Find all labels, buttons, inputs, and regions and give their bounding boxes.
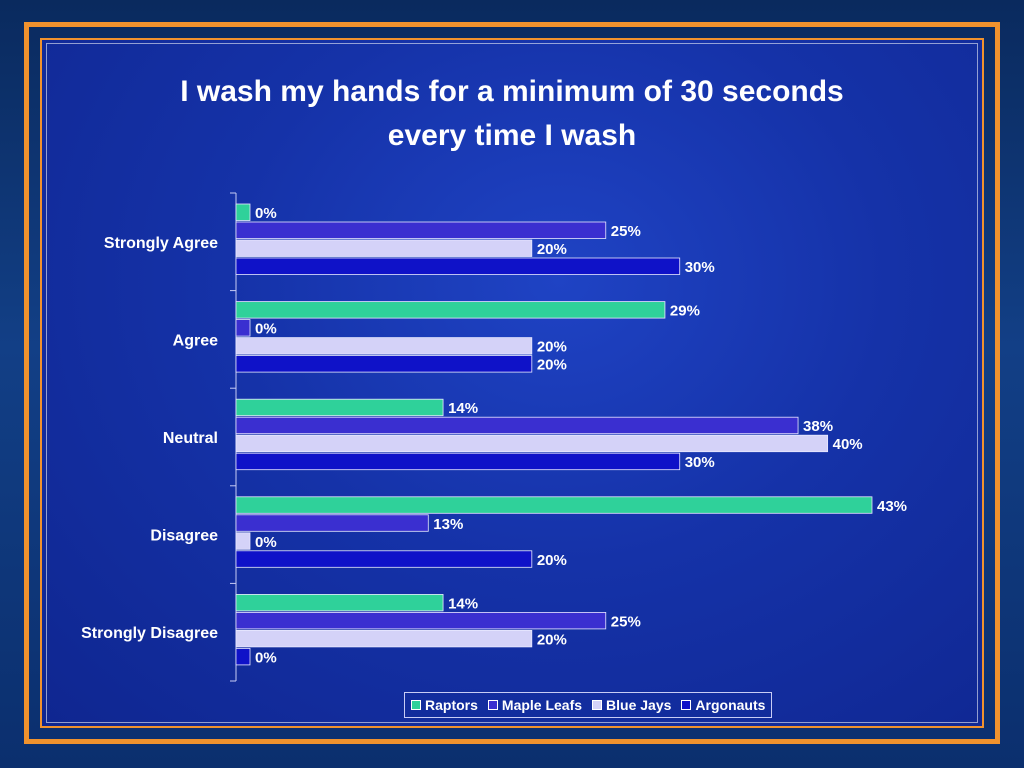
bar-argonauts	[235, 355, 533, 373]
bar-raptors	[235, 301, 666, 319]
bar-argonauts	[235, 550, 533, 568]
legend-item-raptors: Raptors	[411, 697, 478, 713]
legend-swatch	[487, 700, 498, 710]
bar-raptors	[235, 398, 444, 417]
data-label: 20%	[537, 357, 567, 374]
legend-label: Maple Leafs	[501, 697, 583, 713]
category-label: Strongly Agree	[104, 235, 218, 252]
bar-blue-jays	[235, 337, 533, 355]
bar-argonauts	[235, 452, 681, 471]
legend-label: Argonauts	[695, 697, 766, 713]
data-label: 40%	[833, 436, 863, 453]
category-label: Agree	[173, 332, 218, 349]
chart-title: I wash my hands for a minimum of 30 seco…	[100, 70, 924, 158]
data-label: 0%	[255, 205, 277, 222]
category-label: Neutral	[163, 430, 218, 447]
bar-raptors	[235, 496, 873, 514]
bar-blue-jays	[235, 630, 533, 648]
chart-legend: Raptors Maple Leafs Blue Jays Argonauts	[404, 692, 773, 718]
data-label: 43%	[877, 498, 907, 515]
chart-title-line-1: I wash my hands for a minimum of 30 seco…	[180, 75, 844, 108]
data-label: 13%	[433, 516, 463, 533]
legend-label: Raptors	[425, 697, 478, 713]
data-label: 30%	[685, 454, 715, 471]
data-label: 14%	[448, 400, 478, 417]
legend-item-argonauts: Argonauts	[681, 697, 765, 713]
bar-blue-jays	[235, 239, 533, 257]
bar-argonauts	[235, 648, 251, 666]
bar-maple-leafs	[235, 416, 799, 435]
bar-argonauts	[235, 257, 681, 275]
category-label: Disagree	[150, 528, 218, 545]
legend-swatch	[411, 700, 421, 710]
legend-item-blue-jays: Blue Jays	[592, 697, 671, 713]
data-label: 20%	[537, 552, 567, 569]
legend-label: Blue Jays	[606, 697, 672, 713]
data-label: 20%	[537, 241, 567, 258]
data-label: 0%	[255, 534, 277, 551]
legend-swatch	[681, 700, 692, 710]
bar-blue-jays	[235, 532, 251, 550]
slide-inner-border	[46, 43, 978, 723]
data-label: 25%	[611, 613, 641, 630]
data-label: 38%	[803, 418, 833, 435]
bar-maple-leafs	[235, 221, 607, 239]
slide-outer-frame	[24, 22, 1000, 744]
data-label: 30%	[685, 259, 715, 276]
data-label: 29%	[670, 303, 700, 320]
data-label: 14%	[448, 595, 478, 612]
data-label: 0%	[255, 649, 277, 666]
data-label: 20%	[537, 631, 567, 648]
bar-maple-leafs	[235, 319, 251, 337]
bar-maple-leafs	[235, 612, 607, 630]
category-label: Strongly Disagree	[81, 625, 218, 642]
chart-title-line-2: every time I wash	[387, 119, 637, 152]
legend-swatch	[592, 700, 603, 710]
bar-blue-jays	[235, 434, 829, 453]
legend-item-maple-leafs: Maple Leafs	[487, 697, 583, 713]
data-label: 20%	[537, 339, 567, 356]
data-label: 0%	[255, 321, 277, 338]
data-label: 25%	[611, 223, 641, 240]
bar-raptors	[235, 594, 444, 612]
bar-raptors	[235, 203, 251, 221]
bar-maple-leafs	[235, 514, 429, 532]
